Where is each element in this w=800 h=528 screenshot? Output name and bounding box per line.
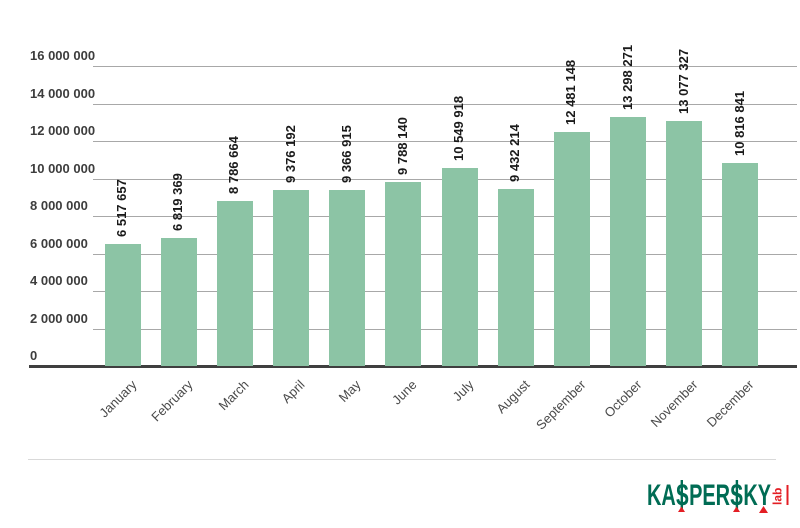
y-axis-tick-label: 12 000 000 (30, 123, 96, 138)
bar-value-label: 9 432 214 (507, 124, 523, 183)
bar-value-label: 13 298 271 (619, 44, 635, 110)
y-axis-tick-label: 2 000 000 (30, 310, 88, 326)
logo-lab-text: lab (771, 488, 785, 505)
bar-august (497, 189, 534, 366)
bar-march (216, 201, 253, 366)
logo-triangle-y-icon (759, 506, 768, 513)
kaspersky-logo-text: KASPERSKY (647, 479, 771, 512)
y-axis-tick-label: 14 000 000 (30, 85, 96, 101)
gridline (93, 66, 797, 67)
bar-value-label: 13 077 327 (675, 48, 691, 114)
y-axis-tick-label: 8 000 000 (30, 198, 88, 213)
bar-december (722, 163, 759, 366)
bar-november (666, 120, 703, 366)
gridline (93, 103, 797, 105)
bar-april (273, 190, 310, 366)
logo-triangle-s2-icon (733, 506, 740, 512)
y-axis-tick-label: 4 000 000 (30, 273, 88, 288)
bar-september (553, 131, 590, 366)
x-axis-line (29, 365, 797, 368)
footer-divider (28, 459, 776, 460)
gridline (93, 141, 797, 142)
bar-value-label: 9 366 915 (338, 125, 354, 184)
bar-january (104, 243, 141, 366)
bar-value-label: 8 786 664 (226, 136, 242, 195)
y-axis-tick-label: 16 000 000 (30, 48, 96, 63)
y-axis-tick-label: 6 000 000 (30, 235, 88, 251)
logo-s1-stroke-icon (680, 480, 683, 509)
bar-june (385, 182, 422, 366)
bar-value-label: 9 376 192 (282, 125, 298, 184)
bar-value-label: 6 819 369 (170, 173, 186, 232)
bar-february (160, 238, 197, 366)
logo-s2-stroke-icon (735, 480, 739, 509)
logo-lab-underline-icon (786, 485, 789, 505)
bar-value-label: 10 816 841 (731, 91, 747, 157)
kaspersky-lab-logo: KASPERSKY lab (647, 479, 789, 513)
bar-may (329, 190, 366, 366)
bar-october (610, 116, 647, 366)
logo-triangle-s1-icon (678, 506, 685, 512)
bar-value-label: 12 481 148 (563, 59, 579, 125)
y-axis-tick-label: 10 000 000 (30, 160, 96, 176)
bar-value-label: 9 788 140 (394, 117, 410, 176)
bar-july (441, 168, 478, 366)
bar-value-label: 6 517 657 (114, 178, 129, 237)
bar-value-label: 10 549 918 (451, 96, 467, 162)
y-axis-tick-label: 0 (30, 348, 38, 363)
